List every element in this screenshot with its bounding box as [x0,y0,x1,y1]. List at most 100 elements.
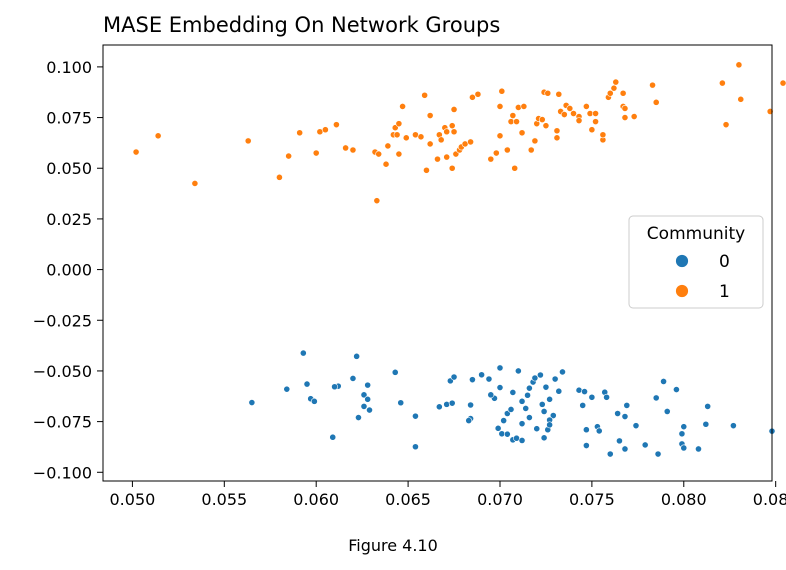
data-point-community-1 [426,140,434,148]
data-point-community-1 [321,126,329,134]
data-point-community-0 [494,424,502,432]
data-point-community-1 [570,110,577,117]
data-point-community-0 [487,391,495,399]
data-point-community-1 [132,148,140,156]
data-point-community-0 [360,391,368,399]
data-point-community-1 [735,61,743,69]
data-point-community-1 [469,93,476,101]
data-point-community-1 [434,155,441,163]
data-point-community-0 [549,412,557,419]
data-point-community-0 [469,376,476,384]
data-point-community-1 [612,78,620,86]
data-point-community-0 [621,413,629,420]
y-axis: −0.100 −0.075 −0.050 −0.025 0.000 0.025 0.050 0… [33,58,103,482]
data-point-community-0 [582,442,590,449]
data-point-community-1 [393,131,401,139]
data-point-community-0 [614,410,622,417]
data-point-community-1 [296,129,304,137]
data-point-community-0 [503,430,511,438]
data-point-community-0 [283,385,291,393]
data-point-community-0 [303,380,311,388]
x-tick-label: 0.080 [661,490,707,509]
y-tick-label: 0.075 [46,109,92,128]
data-point-community-0 [485,375,493,383]
data-point-community-0 [360,403,368,410]
data-point-community-1 [531,137,539,145]
data-point-community-0 [518,397,526,405]
y-tick-label: 0.025 [46,210,92,229]
data-point-community-0 [518,437,526,444]
data-point-community-0 [349,375,357,382]
x-tick-label: 0.065 [385,490,431,509]
y-tick-label: −0.050 [33,362,92,381]
data-point-community-1 [514,104,522,111]
data-point-community-1 [437,136,445,144]
data-point-community-1 [333,121,340,129]
data-point-community-0 [496,364,504,372]
y-tick-label: −0.025 [33,311,92,330]
data-point-community-0 [526,414,533,421]
data-point-community-0 [579,401,587,409]
data-point-community-0 [540,434,548,442]
data-point-community-1 [566,105,574,112]
data-point-community-1 [496,103,504,110]
legend-title: Community [647,224,745,244]
data-point-community-1 [621,114,629,121]
data-point-community-0 [522,405,530,412]
data-point-community-0 [500,417,508,424]
data-point-community-1 [312,149,320,157]
data-point-community-1 [518,129,526,137]
data-point-community-0 [435,403,443,411]
data-point-community-0 [546,421,554,429]
data-point-community-1 [630,113,638,120]
data-point-community-0 [533,425,541,433]
data-point-community-1 [509,112,517,119]
data-point-community-0 [331,383,338,391]
data-point-community-1 [722,121,730,129]
data-point-community-0 [660,378,667,385]
data-point-community-1 [448,164,456,172]
data-point-community-0 [542,383,550,391]
data-point-community-0 [524,391,531,399]
data-point-community-0 [654,450,662,458]
data-point-community-1 [443,128,451,136]
data-point-community-0 [412,412,419,420]
data-point-community-0 [575,386,583,394]
data-point-community-0 [397,399,405,407]
data-point-community-1 [191,180,199,187]
data-point-community-0 [496,384,504,391]
data-point-community-1 [349,146,357,154]
data-point-community-0 [680,423,688,431]
data-point-community-0 [673,386,680,393]
data-point-community-1 [373,197,381,205]
data-point-community-1 [384,142,392,150]
data-point-community-0 [310,397,318,405]
data-point-community-0 [514,367,522,375]
data-point-community-0 [678,430,686,438]
data-point-community-0 [507,406,515,413]
data-point-community-1 [443,153,451,161]
data-point-community-1 [555,90,563,98]
data-point-community-1 [606,89,614,97]
data-point-community-0 [663,408,671,415]
data-point-community-1 [621,105,629,112]
data-point-community-1 [487,155,495,163]
data-point-community-1 [285,152,293,160]
data-point-community-1 [553,134,561,142]
data-point-community-1 [402,134,410,142]
data-point-community-0 [329,433,337,441]
data-point-community-1 [737,95,745,103]
data-point-community-1 [527,146,535,154]
data-point-community-1 [421,91,429,99]
data-point-community-1 [395,150,403,158]
data-point-community-1 [779,79,786,87]
data-point-community-0 [478,371,486,379]
data-point-community-1 [592,110,599,117]
y-tick-label: −0.100 [33,463,92,482]
data-point-community-0 [248,399,256,406]
data-point-community-0 [538,400,546,408]
x-axis: 0.050 0.055 0.060 0.065 0.070 0.075 0.080 0.085 [110,481,786,509]
data-point-community-1 [649,81,656,89]
data-point-community-0 [551,375,559,383]
scatter-chart: MASE Embedding On Network Groups 0.050 0.… [33,13,786,509]
